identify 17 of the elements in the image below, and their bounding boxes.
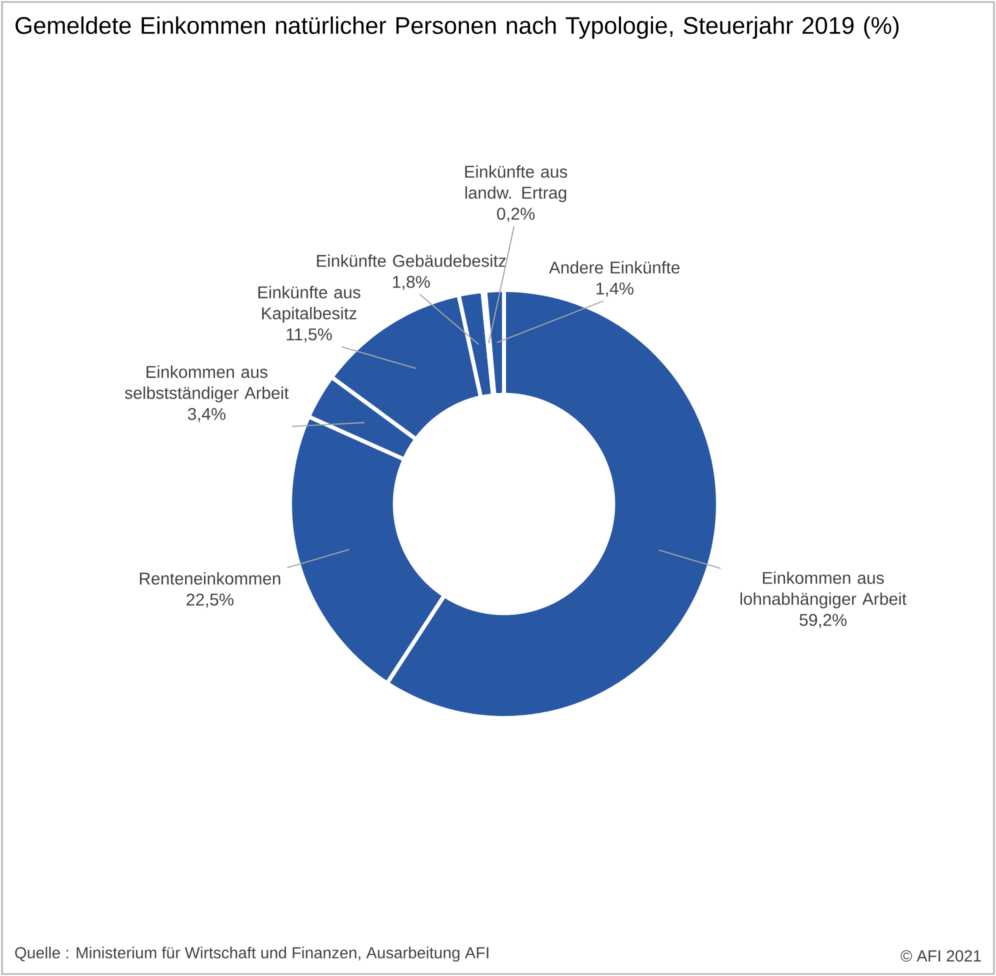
slice-label: Einkommen aus lohnabhängiger Arbeit xyxy=(740,571,907,608)
data-label: 0,2% xyxy=(497,208,535,222)
slice-label: Einkünfte aus landw. Ertrag xyxy=(465,165,568,202)
data-label: 59,2% xyxy=(800,614,847,628)
data-label: 11,5% xyxy=(286,328,332,342)
chart-title: Gemeldete Einkommen natürlicher Personen nach Typologie, Steuerjahr 2019 (%) xyxy=(16,16,899,39)
slice-label: Andere Einkünfte xyxy=(548,261,680,274)
source-note: Quelle : Ministerium für Wirtschaft und Finanzen, Ausarbeitung AFI xyxy=(15,946,488,962)
slice-label: Renteneinkommen xyxy=(140,572,280,585)
data-label: 22,5% xyxy=(186,594,234,608)
slice-label: Einkünfte Gebäudebesitz xyxy=(317,254,506,267)
slice-label: Einkommen aus selbstständiger Arbeit xyxy=(124,366,289,402)
data-label: 3,4% xyxy=(188,408,226,422)
data-label: 1,4% xyxy=(596,282,634,297)
data-label: 1,8% xyxy=(393,276,430,290)
slice-label: Einkünfte aus Kapitalbesitz xyxy=(258,286,360,323)
text: © AFI 2021 xyxy=(900,950,981,962)
